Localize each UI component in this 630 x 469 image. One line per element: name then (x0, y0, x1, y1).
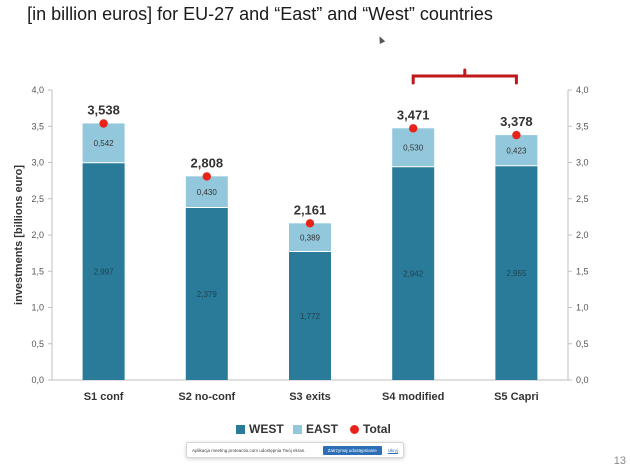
total-marker (512, 130, 521, 140)
data-label-west: 2,955 (506, 269, 527, 278)
data-label-west: 1,772 (300, 312, 321, 321)
hide-notification-link[interactable]: Ukryj (387, 447, 398, 453)
y-tick-label-left: 0,0 (31, 375, 44, 385)
y-tick-label-left: 0,5 (31, 339, 44, 349)
y-tick-label-right: 4,0 (576, 85, 589, 95)
legend-swatch (236, 425, 245, 434)
data-label-east: 0,423 (506, 146, 527, 155)
y-tick-label-left: 3,0 (31, 158, 44, 168)
y-tick-label-right: 3,0 (576, 158, 589, 168)
screen-share-notification: Aplikacja meeting.proteactio.com udostęp… (186, 442, 404, 458)
page-number: 13 (613, 455, 626, 467)
screen-share-notification-text: Aplikacja meeting.proteactio.com udostęp… (192, 447, 306, 453)
y-tick-label-left: 2,0 (31, 230, 44, 240)
bar-east (289, 223, 331, 252)
data-label-west: 2,942 (403, 269, 424, 278)
legend-swatch (350, 425, 359, 434)
bracket (411, 68, 518, 85)
bar-west (185, 207, 228, 380)
legend-swatch (293, 425, 302, 434)
bar-east (185, 176, 228, 208)
stop-sharing-button[interactable]: Zatrzymaj udostępnianie (322, 445, 382, 455)
data-label-total: 3,378 (500, 114, 533, 129)
y-tick-label-right: 3,5 (576, 121, 589, 131)
bar-east (392, 128, 435, 167)
data-label-west: 2,379 (197, 290, 218, 299)
x-tick-label: S5 Capri (494, 391, 539, 403)
y-tick-label-right: 0,5 (576, 339, 589, 349)
data-label-east: 0,542 (94, 139, 115, 148)
bar-west (495, 165, 538, 380)
data-label-east: 0,530 (403, 143, 424, 152)
legend-label: Total (363, 422, 391, 436)
total-marker (202, 172, 211, 181)
total-marker (99, 119, 108, 128)
y-tick-label-left: 1,0 (31, 303, 44, 313)
y-tick-label-left: 1,5 (31, 266, 44, 276)
bar-west (289, 251, 331, 380)
bar-west (392, 166, 435, 380)
y-tick-label-left: 3,5 (31, 121, 44, 131)
data-label-total: 2,161 (294, 202, 327, 217)
y-tick-label-right: 2,0 (576, 230, 589, 240)
bar-east (495, 135, 538, 166)
x-tick-label: S3 exits (289, 391, 331, 403)
total-marker (409, 124, 418, 133)
legend-label: WEST (249, 422, 284, 436)
legend-label: EAST (306, 422, 339, 436)
data-label-total: 3,471 (397, 107, 430, 122)
x-tick-label: S2 no-conf (178, 391, 235, 403)
data-label-total: 2,808 (191, 155, 224, 170)
y-tick-label-right: 2,5 (576, 194, 589, 204)
x-tick-label: S4 modified (382, 391, 444, 403)
y-tick-label-right: 0,0 (576, 375, 589, 385)
data-label-east: 0,430 (197, 188, 218, 197)
chart-title: [in billion euros] for EU-27 and “East” … (27, 4, 493, 24)
data-label-west: 2,997 (94, 267, 115, 276)
x-tick-label: S1 conf (84, 391, 124, 403)
y-tick-label-right: 1,5 (576, 266, 589, 276)
bar-west (82, 162, 125, 380)
bar-east (82, 123, 125, 163)
total-marker (305, 219, 315, 228)
y-tick-label-left: 4,0 (31, 85, 44, 95)
y-axis-label: investments [billions euro] (13, 165, 25, 305)
y-tick-label-left: 2,5 (31, 194, 44, 204)
y-tick-label-right: 1,0 (576, 303, 589, 313)
data-label-total: 3,538 (87, 102, 120, 117)
data-label-east: 0,389 (300, 233, 321, 242)
